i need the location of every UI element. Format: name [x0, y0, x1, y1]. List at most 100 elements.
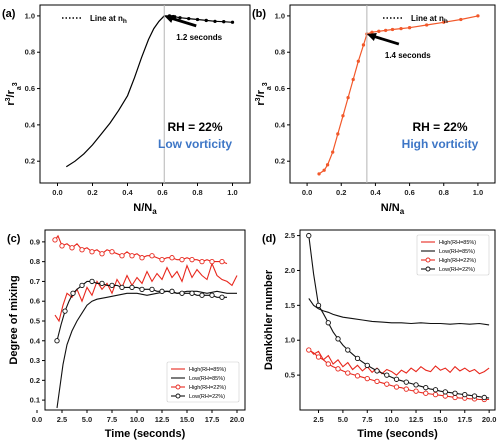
data-point: [335, 336, 341, 342]
data-point: [325, 361, 331, 367]
legend-label: High(RH=22%): [439, 258, 476, 264]
x-tick-label: 15.0: [433, 415, 448, 424]
series-line: [56, 290, 237, 409]
data-point: [306, 232, 312, 239]
data-point: [129, 284, 135, 291]
x-tick-label: 5.0: [82, 415, 92, 424]
x-tick-label: 20.0: [230, 415, 245, 424]
panel-d: 2.5 5.0 7.5 10.0 12.5 15.0 17.5 20.0 0.5 1.0 1.5 2.…: [262, 229, 497, 440]
x-tick-label: 5.0: [338, 415, 348, 424]
data-point: [178, 16, 182, 20]
data-point: [99, 251, 105, 257]
annotation-label: 1.2 seconds: [176, 33, 222, 42]
data-point: [374, 368, 380, 374]
data-point: [109, 249, 115, 255]
data-point: [89, 249, 95, 255]
rh-label: RH = 22%: [412, 120, 467, 134]
data-point: [459, 17, 463, 22]
y-tick-label: 0.2: [25, 157, 35, 166]
data-point: [364, 362, 370, 368]
data-point: [169, 288, 175, 294]
data-point: [79, 282, 85, 289]
x-tick-label: 17.5: [457, 415, 472, 424]
data-point: [346, 95, 350, 100]
y-tick-label: 2.5: [285, 231, 295, 240]
plot-frame: [299, 229, 496, 411]
data-point: [384, 28, 388, 33]
series-line: [308, 349, 490, 401]
x-tick-label: 20.0: [482, 415, 497, 424]
data-point: [222, 20, 226, 24]
series-line: [65, 15, 233, 168]
series-line: [54, 262, 238, 323]
data-point: [399, 26, 403, 31]
x-tick-label: 0.0: [302, 188, 312, 197]
data-point: [325, 320, 331, 326]
y-tick-label: 0.5: [285, 371, 295, 380]
data-point: [403, 379, 409, 385]
x-tick-label: 15.0: [180, 415, 195, 424]
data-point: [189, 257, 195, 263]
y-tick-label: 2.0: [285, 266, 295, 275]
y-tick-label: 1.5: [285, 301, 295, 310]
data-point: [336, 132, 340, 136]
data-point: [322, 168, 326, 172]
x-tick-label: 0.2: [336, 188, 346, 197]
panel-label: (c): [7, 233, 21, 245]
x-tick-label: 10.0: [384, 415, 399, 424]
x-tick-label: 1.0: [473, 188, 483, 197]
x-axis-label: Time (seconds): [105, 428, 186, 440]
y-tick-label: 0.6: [25, 84, 35, 93]
legend-label: High(RH=85%): [439, 240, 476, 246]
annotation-label: 1.4 seconds: [385, 51, 431, 60]
data-point: [345, 347, 351, 353]
data-point: [442, 20, 446, 24]
data-point: [341, 114, 345, 118]
data-point: [425, 23, 429, 27]
data-point: [413, 382, 419, 388]
data-point: [393, 376, 400, 382]
series-line: [308, 298, 490, 326]
x-tick-label: 2.5: [313, 415, 323, 424]
data-point: [219, 258, 225, 265]
x-tick-label: 0.6: [404, 188, 414, 197]
y-tick-label: 0.2: [275, 157, 285, 166]
y-tick-label: 0.4: [275, 120, 286, 129]
y-axis-label: Degree of mixing: [8, 275, 20, 364]
x-tick-label: 12.5: [409, 415, 424, 424]
data-point: [209, 292, 215, 298]
legend-box: [416, 234, 490, 276]
data-point: [159, 288, 165, 294]
y-axis-label: r3/ra3: [5, 82, 23, 105]
data-point: [109, 282, 115, 289]
data-point: [356, 59, 360, 63]
x-tick-label: 17.5: [205, 415, 220, 424]
x-tick-label: 7.5: [362, 415, 372, 424]
data-point: [306, 347, 312, 353]
data-point: [195, 17, 200, 22]
legend-label: Line at nh: [90, 14, 127, 25]
plot-frame: [44, 229, 246, 411]
data-point: [335, 366, 341, 372]
annotation-arrow: [372, 34, 400, 46]
panel-c: 0.0 2.5 5.0 7.5 10.0 12.5 15.0 17.5 20.0 0.1 0.2 0.…: [7, 229, 246, 440]
x-tick-label: 0.6: [157, 188, 167, 197]
legend-box: [166, 361, 240, 403]
data-point: [199, 258, 205, 265]
data-point: [462, 392, 468, 398]
legend-label: Low(RH=85%): [189, 376, 225, 382]
data-point: [139, 286, 145, 292]
data-point: [407, 26, 412, 30]
data-point: [315, 302, 322, 308]
y-tick-label: 0.8: [25, 48, 35, 57]
data-point: [70, 290, 76, 296]
data-point: [384, 372, 390, 378]
data-point: [452, 390, 458, 396]
legend-label: High(RH=85%): [189, 367, 226, 373]
x-tick-label: 2.5: [57, 415, 67, 424]
x-tick-label: 0.4: [122, 188, 133, 197]
data-point: [189, 290, 195, 296]
data-point: [413, 388, 419, 394]
arrow-head: [164, 14, 175, 23]
data-point: [54, 338, 60, 344]
